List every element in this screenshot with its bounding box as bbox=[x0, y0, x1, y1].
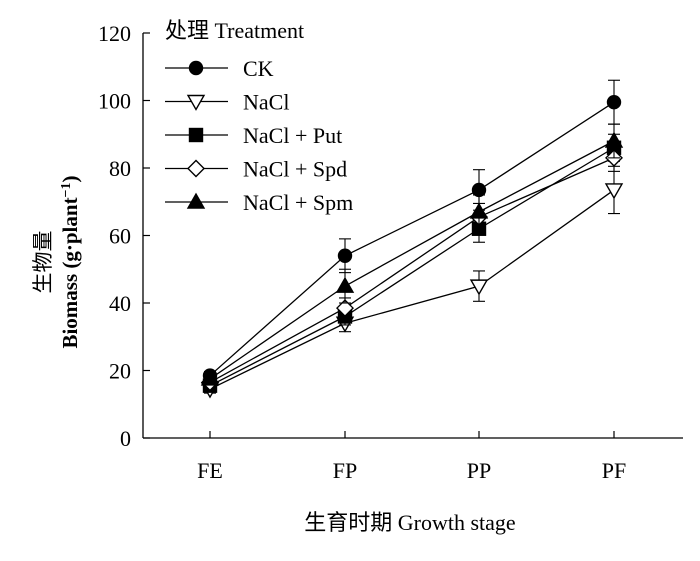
data-point bbox=[200, 369, 220, 386]
axes: 0 20 40 60 80 100 120 FE FP PP PF bbox=[98, 21, 683, 483]
legend: 处理 Treatment CK NaCl NaCl + Put NaCl + Spd N… bbox=[165, 18, 353, 215]
data-point bbox=[604, 183, 624, 200]
y-tick-label: 120 bbox=[98, 21, 131, 46]
x-axis-label: 生育时期 Growth stage bbox=[304, 510, 515, 535]
series-layer bbox=[200, 79, 624, 399]
y-tick-label: 100 bbox=[98, 89, 131, 114]
y-tick-label: 60 bbox=[109, 224, 131, 249]
legend-marker bbox=[186, 192, 206, 209]
series-line bbox=[209, 147, 615, 387]
data-point bbox=[469, 279, 489, 296]
legend-label: NaCl + Spd bbox=[243, 157, 347, 182]
y-tick-label: 20 bbox=[109, 359, 131, 384]
y-axis-label-cn: 生物量 bbox=[31, 231, 55, 294]
x-tick-label: FE bbox=[197, 458, 223, 483]
data-point bbox=[337, 248, 353, 263]
legend-marker bbox=[188, 60, 204, 76]
series-line bbox=[209, 189, 615, 390]
series-line bbox=[209, 140, 615, 380]
y-tick-label: 40 bbox=[109, 291, 131, 316]
data-point bbox=[604, 131, 624, 148]
x-tick-label: PF bbox=[602, 458, 626, 483]
legend-label: NaCl + Put bbox=[243, 123, 342, 148]
x-tick-label: FP bbox=[333, 458, 357, 483]
data-point bbox=[335, 276, 355, 293]
legend-label: NaCl + Spm bbox=[243, 190, 353, 215]
y-axis-label: 生物量 Biomass (g·plant−1) bbox=[31, 175, 82, 348]
legend-marker bbox=[186, 94, 206, 111]
series-4 bbox=[200, 123, 624, 386]
y-axis-label-en: Biomass (g·plant−1) bbox=[58, 175, 82, 348]
data-point bbox=[469, 202, 489, 219]
series-line bbox=[209, 157, 615, 383]
data-point bbox=[606, 94, 622, 110]
legend-marker bbox=[187, 159, 205, 178]
legend-title: 处理 Treatment bbox=[165, 18, 304, 43]
x-tick-label: PP bbox=[467, 458, 491, 483]
y-tick-label: 80 bbox=[109, 156, 131, 181]
legend-marker bbox=[188, 127, 204, 143]
series-line bbox=[209, 101, 615, 377]
legend-label: NaCl bbox=[243, 90, 289, 115]
legend-label: CK bbox=[243, 56, 274, 81]
y-tick-label: 0 bbox=[120, 426, 131, 451]
data-point bbox=[336, 299, 354, 318]
